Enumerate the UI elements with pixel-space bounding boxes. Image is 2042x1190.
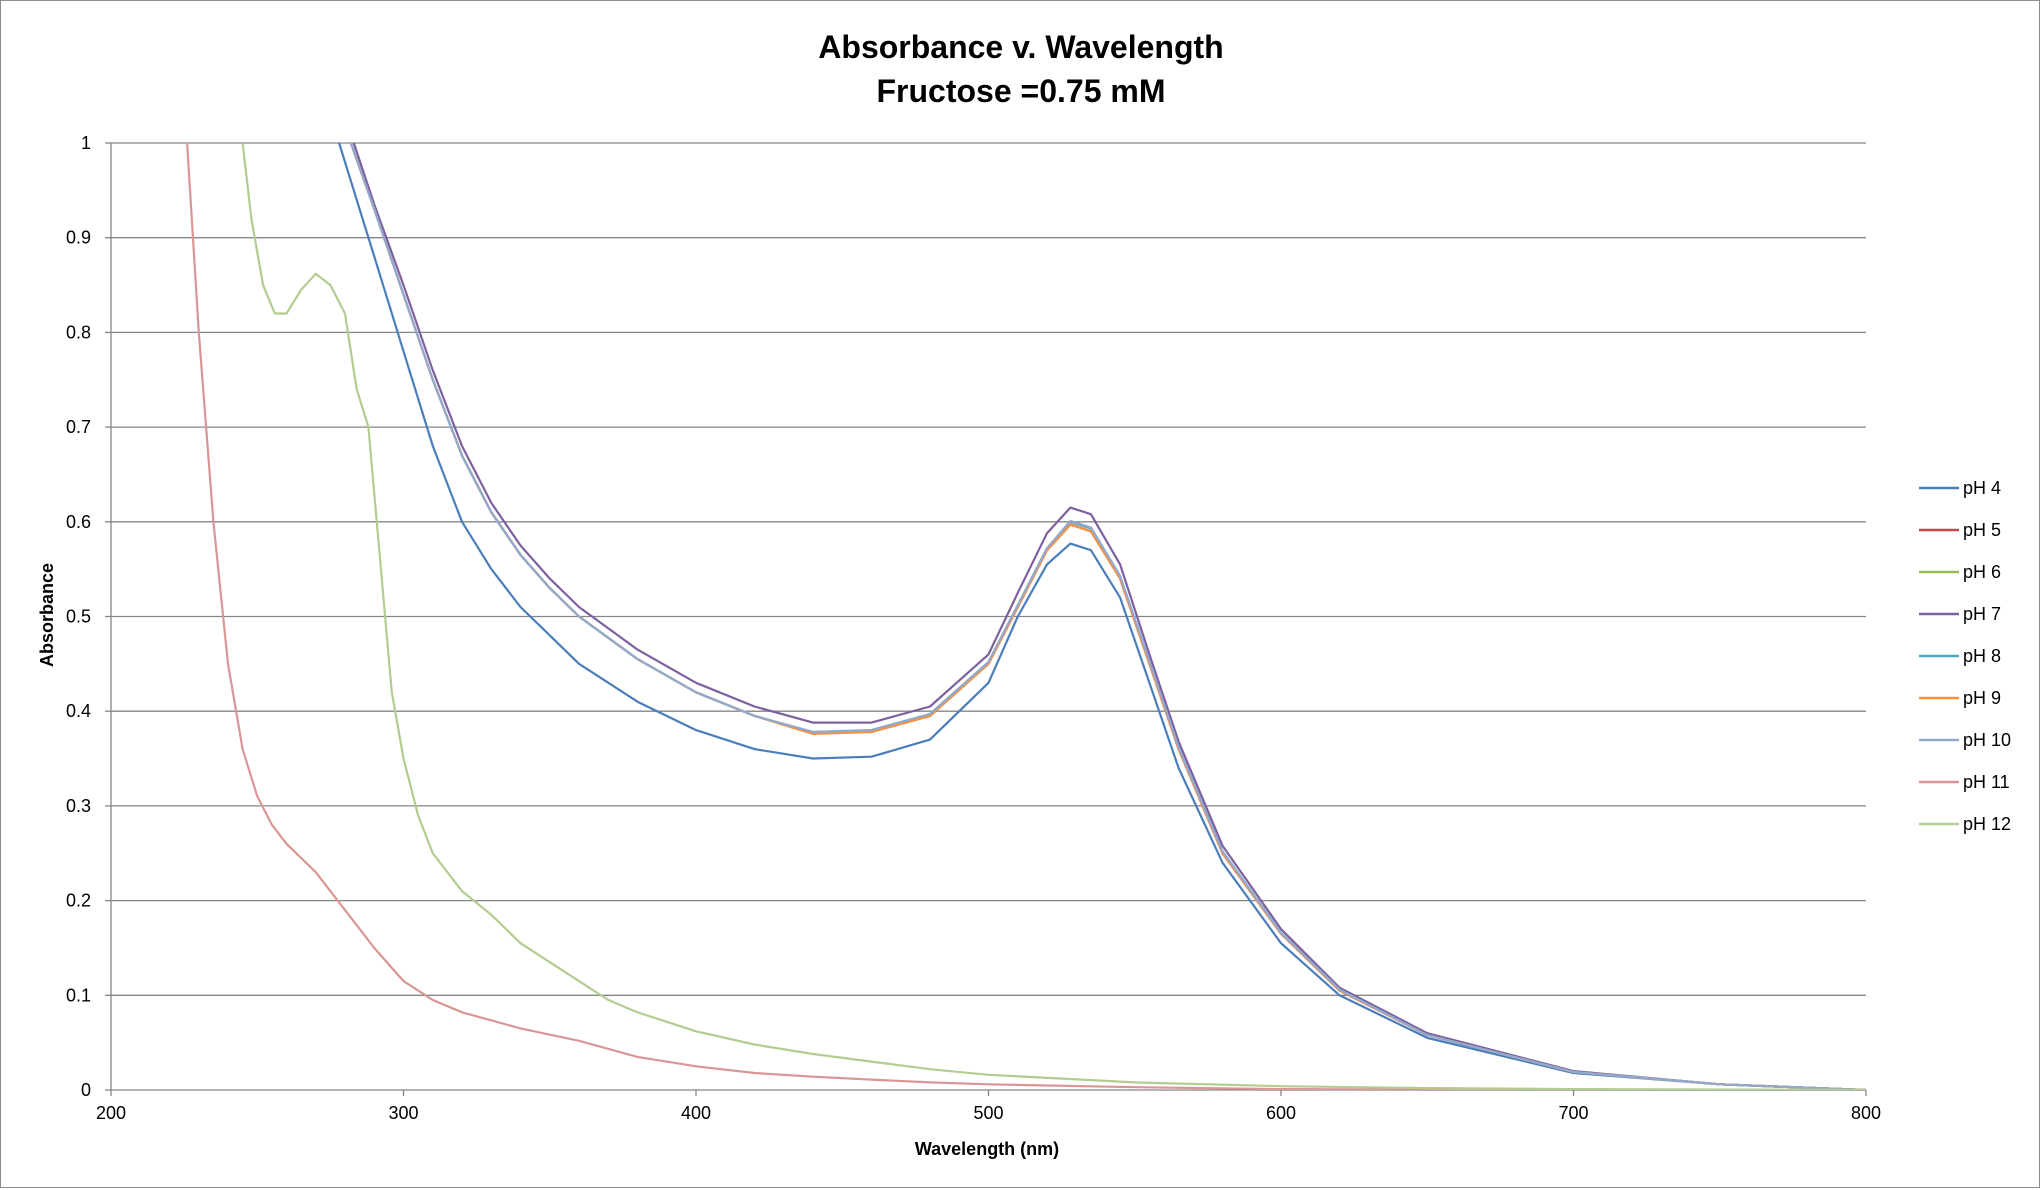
y-tick-label: 0.8 (66, 322, 91, 342)
y-tick-label: 0.9 (66, 228, 91, 248)
series-lines (186, 143, 1866, 1090)
legend-label: pH 11 (1963, 772, 2010, 792)
y-tick-label: 0.7 (66, 417, 91, 437)
legend-label: pH 4 (1963, 478, 2001, 498)
y-tick-label: 0.3 (66, 796, 91, 816)
x-tick-label: 600 (1266, 1103, 1296, 1123)
y-tick-labels: 0 0.1 0.2 0.3 0.4 0.5 0.6 0.7 0.8 0.9 1 (66, 133, 91, 1100)
x-tick-label: 200 (96, 1103, 126, 1123)
legend-label: pH 12 (1963, 814, 2011, 834)
legend-label: pH 5 (1963, 520, 2001, 540)
series-line-ph-12 (241, 143, 1866, 1090)
series-line-ph-7 (352, 143, 1866, 1090)
y-tick-label: 1 (81, 133, 91, 153)
y-tick-label: 0.4 (66, 701, 91, 721)
y-tick-label: 0.6 (66, 512, 91, 532)
series-line-ph-11 (186, 143, 1866, 1090)
y-axis-title: Absorbance (37, 563, 57, 667)
x-tick-labels: 200 300 400 500 600 700 800 (96, 1090, 1881, 1123)
chart-subtitle: Fructose =0.75 mM (877, 73, 1166, 109)
y-tick-label: 0.1 (66, 985, 91, 1005)
y-tick-label: 0.2 (66, 891, 91, 911)
legend-label: pH 7 (1963, 604, 2001, 624)
y-tick-label: 0.5 (66, 607, 91, 627)
gridlines (105, 142, 1866, 1091)
legend-label: pH 6 (1963, 562, 2001, 582)
legend-label: pH 8 (1963, 646, 2001, 666)
x-tick-label: 800 (1851, 1103, 1881, 1123)
x-axis-title: Wavelength (nm) (915, 1139, 1059, 1159)
legend: pH 4 pH 5 pH 6 pH 7 pH 8 pH 9 pH 10 pH 11 pH 12 (1919, 478, 2011, 834)
chart-title: Absorbance v. Wavelength (818, 29, 1223, 65)
series-line-ph-10 (349, 143, 1866, 1090)
series-line-ph-4 (338, 143, 1866, 1090)
x-tick-label: 500 (973, 1103, 1003, 1123)
y-tick-label: 0 (81, 1080, 91, 1100)
x-tick-label: 400 (681, 1103, 711, 1123)
legend-label: pH 9 (1963, 688, 2001, 708)
x-tick-label: 300 (388, 1103, 418, 1123)
x-tick-label: 700 (1558, 1103, 1588, 1123)
legend-label: pH 10 (1963, 730, 2011, 750)
